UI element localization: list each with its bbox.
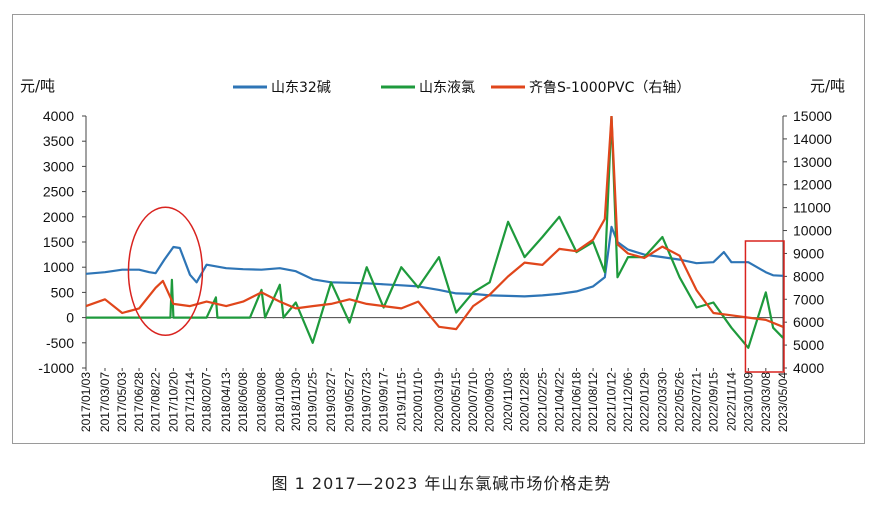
x-tick-label: 2020/01/10 [411,372,425,432]
x-tick-label: 2021/10/12 [604,372,618,432]
y-tick-label-left: 3000 [43,158,74,174]
y-tick-label-left: 2500 [43,184,74,200]
x-tick-label: 2017/08/22 [149,372,163,432]
x-tick-label: 2020/09/03 [483,372,497,432]
x-tick-label: 2017/06/28 [132,372,146,432]
y-tick-label-right: 9000 [793,245,824,261]
y-tick-label-right: 12000 [793,177,832,193]
y-tick-label-right: 6000 [793,314,824,330]
y-tick-label-left: 500 [51,284,75,300]
x-tick-label: 2017/10/20 [166,372,180,432]
y-tick-label-right: 10000 [793,223,832,239]
highlight-ellipse [127,206,204,336]
y-tick-label-left: 1000 [43,259,74,275]
x-tick-label: 2020/07/10 [466,372,480,432]
x-tick-label: 2022/03/30 [655,372,669,432]
x-tick-label: 2017/05/03 [115,372,129,432]
x-tick-label: 2017/01/03 [79,372,93,432]
x-tick-label: 2020/03/19 [432,372,446,432]
legend-label-2: 山东液氯 [419,80,475,96]
y-tick-label-left: 0 [66,310,74,326]
x-tick-label: 2022/01/29 [637,372,651,432]
x-tick-label: 2018/04/13 [219,372,233,432]
x-tick-label: 2022/05/26 [673,372,687,432]
y-tick-label-left: 2000 [43,209,74,225]
legend-label-1: 山东32碱 [271,80,331,96]
y-tick-label-left: 1500 [43,234,74,250]
x-tick-label: 2020/11/03 [501,372,515,431]
x-tick-label: 2019/05/27 [342,372,356,432]
y-unit-left: 元/吨 [20,77,55,95]
x-tick-label: 2019/11/15 [394,372,408,431]
y-tick-label-right: 11000 [793,200,831,216]
series-line-2 [86,116,783,349]
x-tick-label: 2021/02/25 [535,372,549,432]
x-tick-label: 2019/07/23 [360,372,374,432]
x-tick-label: 2022/07/21 [689,372,703,432]
x-tick-label: 2018/06/08 [236,372,250,432]
x-tick-label: 2018/10/08 [273,372,287,432]
y-tick-label-right: 13000 [793,154,832,170]
y-tick-label-right: 8000 [793,268,824,284]
x-tick-label: 2020/05/15 [449,372,463,432]
figure-caption: 图 1 2017—2023 年山东氯碱市场价格走势 [271,474,612,493]
x-tick-label: 2023/05/04 [776,372,790,432]
y-unit-right: 元/吨 [810,77,845,95]
highlight-rect [744,240,785,373]
y-tick-label-right: 15000 [793,108,832,124]
y-tick-label-right: 4000 [793,360,824,376]
y-tick-label-right: 14000 [793,131,832,147]
legend-label-3: 齐鲁S-1000PVC（右轴） [529,80,690,96]
chart-svg: 40003500300025002000150010005000-500-100… [20,77,845,432]
x-tick-label: 2018/02/07 [200,372,214,432]
x-tick-label: 2021/08/12 [586,372,600,432]
x-tick-label: 2017/12/14 [183,372,197,432]
x-tick-label: 2018/08/08 [254,372,268,432]
x-tick-label: 2020/12/28 [518,372,532,432]
x-tick-label: 2019/01/25 [306,372,320,432]
chart-frame [12,14,865,444]
y-tick-label-right: 5000 [793,337,824,353]
x-tick-label: 2022/11/14 [724,372,738,431]
x-tick-label: 2023/01/09 [741,372,755,432]
series-line-1 [86,225,783,298]
x-tick-label: 2021/12/06 [621,372,635,432]
y-tick-label-right: 7000 [793,291,824,307]
x-tick-label: 2018/11/30 [289,372,303,431]
x-tick-label: 2017/03/07 [98,372,112,432]
y-tick-label-left: 3500 [43,133,74,149]
x-tick-label: 2021/06/18 [569,372,583,432]
x-tick-label: 2022/09/15 [706,372,720,432]
y-tick-label-left: -1000 [38,360,74,376]
x-tick-label: 2023/03/08 [759,372,773,432]
x-tick-label: 2021/04/22 [552,372,566,432]
y-tick-label-left: 4000 [43,108,74,124]
y-tick-label-left: -500 [46,335,74,351]
x-tick-label: 2019/09/17 [377,372,391,432]
series-line-3 [86,116,783,331]
x-tick-label: 2019/03/27 [324,372,338,432]
